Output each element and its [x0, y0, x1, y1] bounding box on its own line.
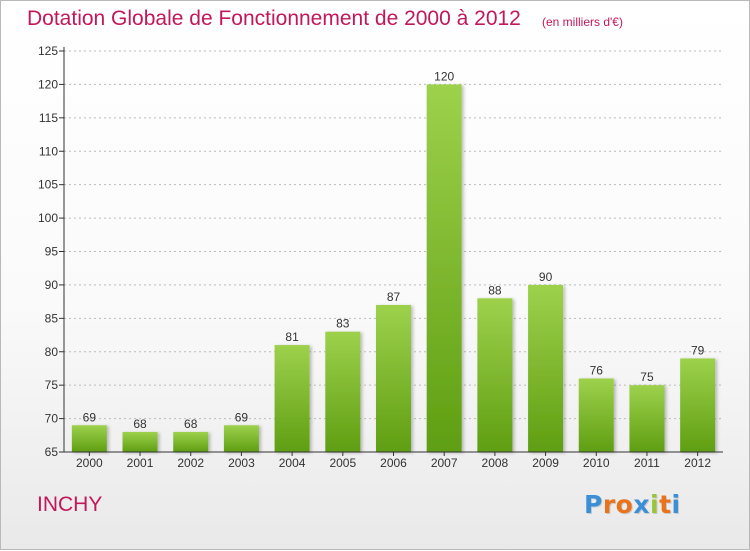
- bar: [376, 304, 411, 452]
- x-tick-label: 2006: [380, 456, 407, 470]
- bar: [680, 358, 716, 452]
- bar-value-label: 68: [133, 417, 147, 431]
- chart-title: Dotation Globale de Fonctionnement de 20…: [27, 7, 521, 30]
- y-tick-label: 90: [45, 278, 59, 292]
- y-tick-label: 105: [38, 178, 58, 192]
- y-tick-label: 65: [45, 445, 59, 459]
- bar: [528, 284, 564, 452]
- x-tick-label: 2003: [228, 456, 255, 470]
- proxiti-logo: Proxiti: [584, 490, 681, 519]
- axes: 65 70 75 80 85 90 95 100 105 110 115 120 125: [38, 44, 723, 459]
- x-tick-label: 2000: [76, 456, 103, 470]
- bar-value-label: 120: [434, 69, 454, 83]
- logo-letter: i: [671, 490, 681, 519]
- logo-letter: P: [584, 490, 603, 519]
- bar: [71, 425, 107, 452]
- x-tick-label: 2005: [329, 456, 356, 470]
- bar-value-label: 76: [590, 363, 604, 377]
- bar: [426, 84, 462, 453]
- logo-letter: r: [602, 490, 616, 519]
- x-tick-label: 2002: [177, 456, 204, 470]
- bar-value-label: 88: [488, 283, 502, 297]
- y-tick-label: 115: [39, 111, 58, 125]
- bar: [477, 298, 513, 452]
- x-tick-label: 2011: [634, 456, 660, 470]
- x-tick-label: 2004: [279, 456, 306, 470]
- bar-value-label: 69: [83, 410, 97, 424]
- bar: [274, 345, 310, 452]
- logo-letter: t: [659, 490, 672, 519]
- x-tick-label: 2010: [583, 456, 610, 470]
- y-tick-label: 110: [39, 144, 58, 158]
- bar-value-label: 81: [285, 330, 299, 344]
- bar-value-label: 75: [640, 370, 654, 384]
- x-tick-label: 2007: [431, 456, 458, 470]
- bar: [629, 385, 665, 452]
- bar: [122, 431, 158, 452]
- bar-value-label: 68: [184, 417, 198, 431]
- chart-subtitle: (en milliers d'€): [542, 15, 623, 29]
- y-tick-label: 80: [45, 345, 59, 359]
- y-tick-label: 100: [38, 211, 58, 225]
- bar: [578, 378, 614, 452]
- y-tick-label: 85: [45, 311, 59, 325]
- x-tick-label: 2008: [482, 456, 509, 470]
- x-tick-label: 2009: [532, 456, 559, 470]
- bars: [71, 84, 716, 453]
- bar: [173, 431, 209, 452]
- bar-value-label: 87: [387, 290, 401, 304]
- x-tick-label: 2012: [684, 456, 711, 470]
- logo-letter: i: [650, 490, 660, 519]
- bar-value-label: 90: [539, 270, 553, 284]
- logo-letter: x: [633, 490, 650, 519]
- y-tick-label: 95: [45, 245, 59, 259]
- commune-name: INCHY: [37, 493, 103, 516]
- bar: [325, 331, 361, 452]
- y-tick-label: 120: [38, 77, 58, 91]
- bar-value-label: 83: [336, 317, 350, 331]
- x-tick-label: 2001: [127, 456, 154, 470]
- logo-letter: o: [615, 490, 634, 519]
- bar: [223, 425, 259, 452]
- y-tick-label: 125: [38, 44, 58, 58]
- y-tick-label: 75: [45, 378, 59, 392]
- labels: 69 2000 68 2001 68 2002 69 2003 81 2004 83 2005 87 20…: [76, 69, 711, 470]
- bar-value-label: 69: [235, 410, 249, 424]
- y-tick-label: 70: [45, 412, 59, 426]
- bar-value-label: 79: [691, 343, 705, 357]
